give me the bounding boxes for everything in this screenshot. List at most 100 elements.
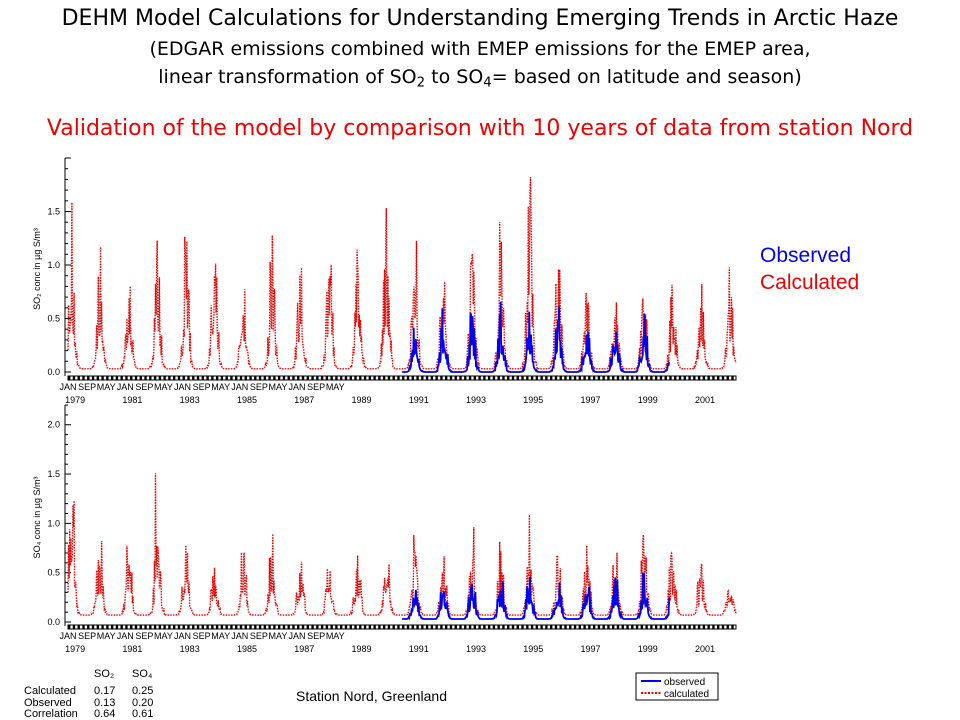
x-month-segment xyxy=(540,625,543,629)
x-year-label: 1979 xyxy=(65,644,85,654)
x-month-label: MAY xyxy=(154,382,173,392)
x-month-label: JAN xyxy=(59,382,76,392)
x-year-label: 1987 xyxy=(294,395,314,405)
x-month-segment xyxy=(349,376,352,380)
x-month-segment xyxy=(301,376,305,380)
x-month-segment xyxy=(182,625,185,629)
x-month-segment xyxy=(535,376,539,380)
x-month-segment xyxy=(516,625,519,629)
legend-text-observed: observed xyxy=(664,677,705,688)
x-month-segment xyxy=(325,625,329,629)
x-month-segment xyxy=(454,625,457,629)
x-month-segment xyxy=(578,376,582,380)
x-month-segment xyxy=(502,376,505,380)
series-calculated xyxy=(67,473,737,616)
x-month-segment xyxy=(220,625,224,629)
x-month-segment xyxy=(249,625,252,629)
x-month-segment xyxy=(507,376,510,380)
x-month-segment xyxy=(717,625,720,629)
x-month-segment xyxy=(664,625,667,629)
x-month-segment xyxy=(511,376,515,380)
x-month-segment xyxy=(464,376,467,380)
x-month-segment xyxy=(559,625,562,629)
x-month-segment xyxy=(526,625,529,629)
x-month-segment xyxy=(578,625,582,629)
x-month-segment xyxy=(674,376,677,380)
x-month-segment xyxy=(635,625,639,629)
x-month-segment xyxy=(306,625,309,629)
x-year-label: 1999 xyxy=(638,644,658,654)
x-month-label: SEP xyxy=(250,631,268,641)
x-month-segment xyxy=(158,376,162,380)
x-month-segment xyxy=(464,625,467,629)
x-month-segment xyxy=(650,625,653,629)
x-month-label: SEP xyxy=(135,631,153,641)
x-month-segment xyxy=(444,376,448,380)
x-month-segment xyxy=(187,376,190,380)
x-month-segment xyxy=(244,625,247,629)
x-month-label: JAN xyxy=(174,382,191,392)
x-month-segment xyxy=(363,625,367,629)
x-month-segment xyxy=(225,625,228,629)
x-month-segment xyxy=(120,376,123,380)
stats-value: 0.20 xyxy=(132,697,154,709)
legend-text-calculated: calculated xyxy=(664,689,709,700)
x-month-segment xyxy=(235,376,238,380)
x-month-segment xyxy=(172,625,176,629)
x-month-segment xyxy=(368,376,372,380)
x-month-segment xyxy=(359,625,362,629)
x-year-label: 1989 xyxy=(351,644,371,654)
x-month-segment xyxy=(612,625,615,629)
x-month-segment xyxy=(320,625,324,629)
y-tick-label: 1.0 xyxy=(47,518,60,528)
x-month-segment xyxy=(731,625,734,629)
x-month-segment xyxy=(258,376,262,380)
x-month-segment xyxy=(91,625,95,629)
x-month-segment xyxy=(263,625,267,629)
x-month-segment xyxy=(478,376,481,380)
x-month-segment xyxy=(721,376,725,380)
x-month-label: MAY xyxy=(211,631,230,641)
x-month-segment xyxy=(125,625,128,629)
x-month-segment xyxy=(239,625,243,629)
x-month-segment xyxy=(340,376,343,380)
x-year-label: 1985 xyxy=(237,395,257,405)
y-tick-label: 0.0 xyxy=(47,617,60,627)
x-month-segment xyxy=(153,376,157,380)
x-month-segment xyxy=(597,376,601,380)
x-month-segment xyxy=(535,625,539,629)
x-month-segment xyxy=(139,376,142,380)
x-month-segment xyxy=(120,625,123,629)
x-month-segment xyxy=(511,625,515,629)
x-month-label: SEP xyxy=(193,631,211,641)
x-month-segment xyxy=(411,625,414,629)
x-month-segment xyxy=(454,376,457,380)
x-month-segment xyxy=(592,625,596,629)
x-month-segment xyxy=(211,376,214,380)
x-month-segment xyxy=(344,376,348,380)
x-month-segment xyxy=(607,376,610,380)
x-month-segment xyxy=(425,625,429,629)
x-month-segment xyxy=(554,625,558,629)
x-month-segment xyxy=(521,376,524,380)
x-month-segment xyxy=(697,376,701,380)
x-month-segment xyxy=(101,376,104,380)
x-month-segment xyxy=(654,376,658,380)
x-month-label: SEP xyxy=(250,382,268,392)
x-month-label: MAY xyxy=(97,631,116,641)
x-month-segment xyxy=(387,376,391,380)
x-month-segment xyxy=(172,376,176,380)
stats-header-so2: SO₂ xyxy=(94,668,115,680)
x-month-segment xyxy=(263,376,267,380)
x-month-segment xyxy=(564,625,567,629)
x-month-segment xyxy=(669,376,672,380)
x-month-segment xyxy=(545,625,548,629)
x-month-label: MAY xyxy=(326,631,345,641)
x-month-segment xyxy=(569,376,572,380)
x-month-segment xyxy=(459,376,462,380)
x-month-label: JAN xyxy=(231,631,248,641)
x-month-segment xyxy=(492,376,496,380)
x-month-segment xyxy=(411,376,414,380)
x-month-segment xyxy=(378,625,381,629)
